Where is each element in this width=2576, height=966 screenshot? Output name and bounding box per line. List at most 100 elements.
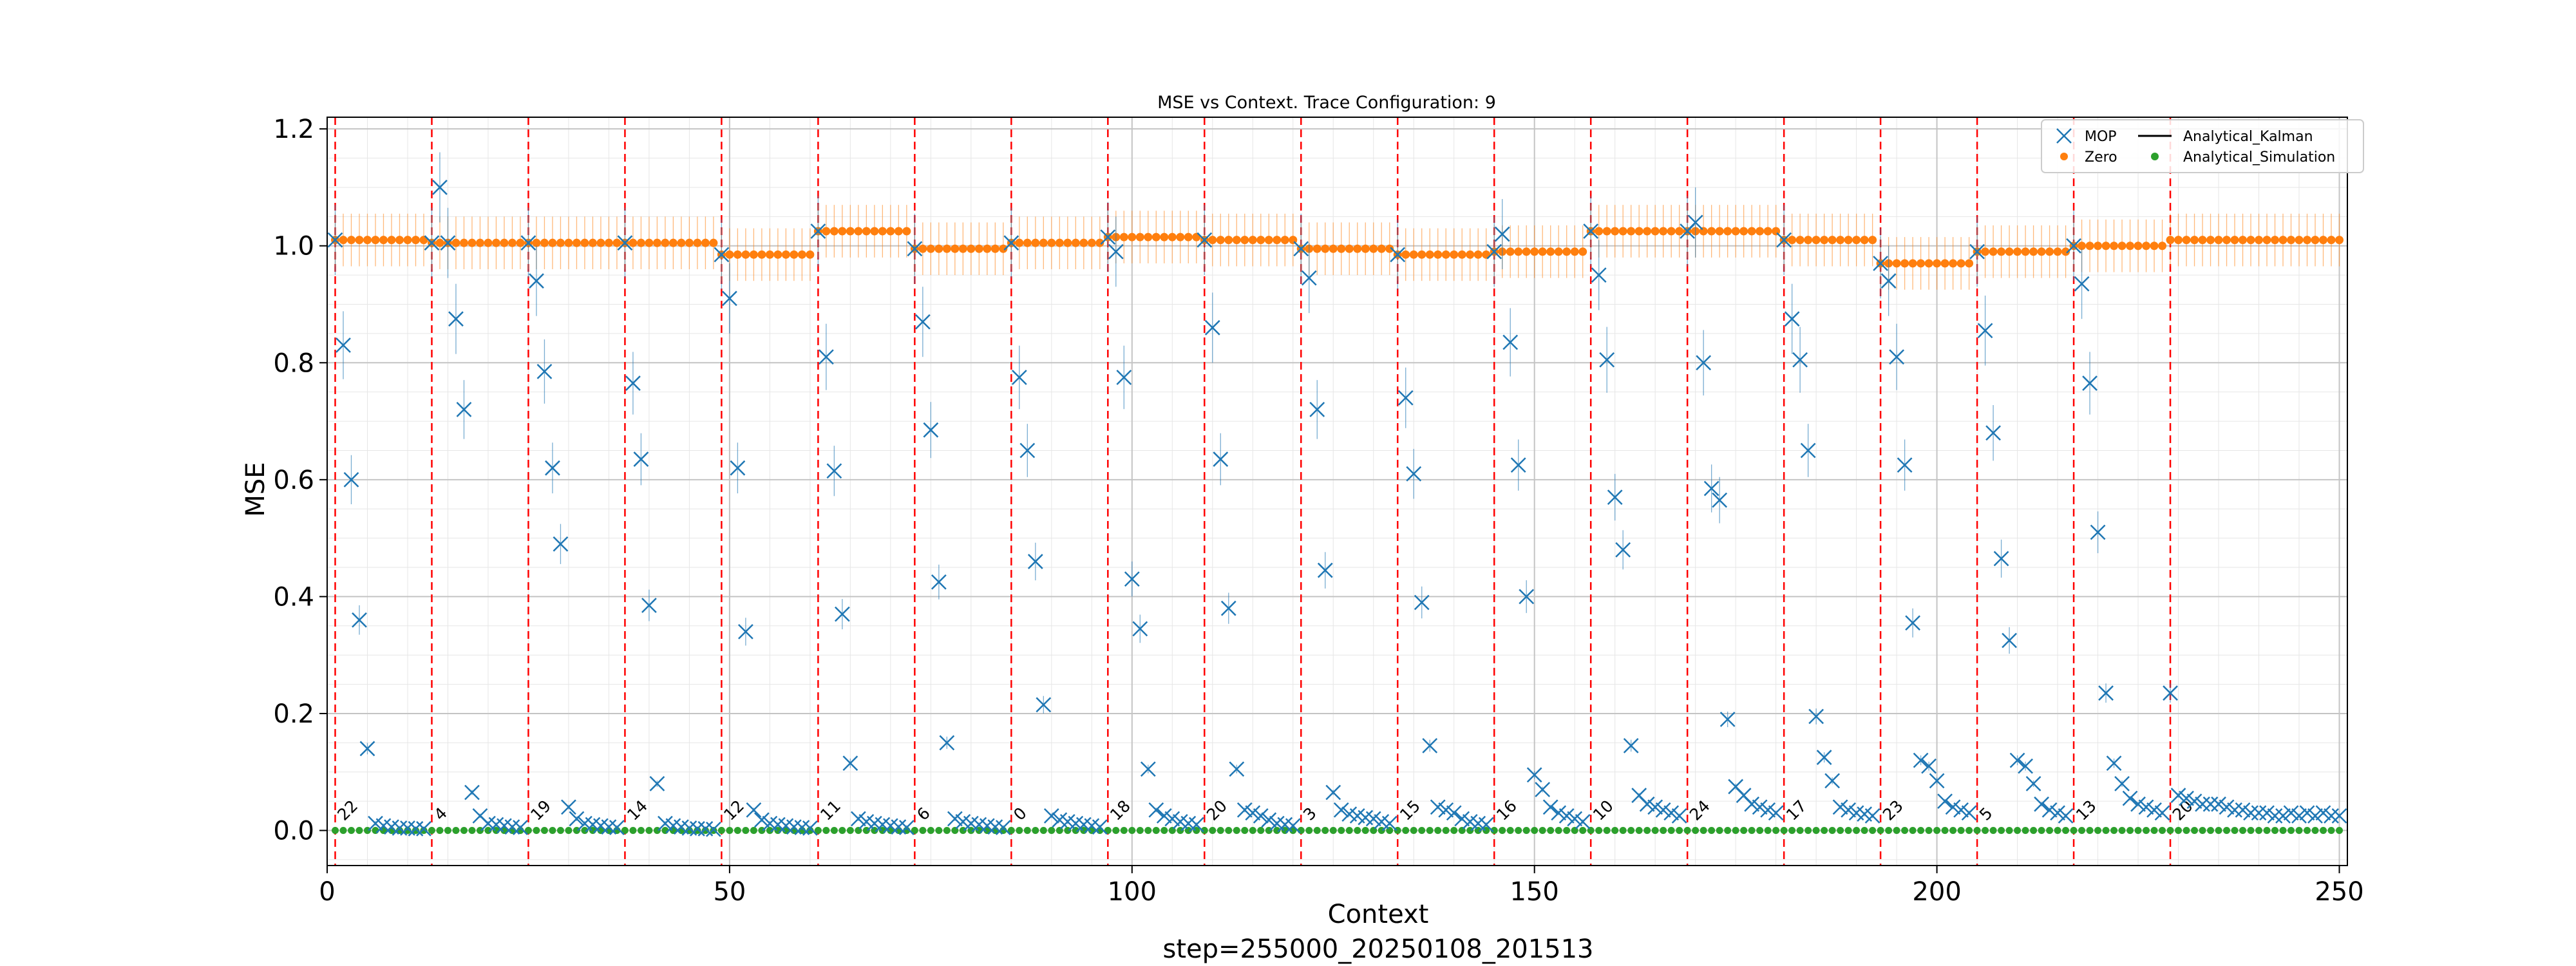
- zero-point: [902, 227, 911, 236]
- zero-point: [2174, 236, 2183, 245]
- zero-point: [1119, 232, 1128, 242]
- zero-point: [1892, 259, 1901, 268]
- simulation-point: [2054, 827, 2061, 835]
- zero-point: [1989, 247, 1998, 256]
- zero-point: [507, 238, 516, 247]
- segment-label: 5: [1976, 804, 1996, 824]
- simulation-point: [2327, 827, 2335, 835]
- simulation-point: [1273, 827, 1281, 835]
- mop-point: [2299, 805, 2315, 821]
- mop-point: [536, 364, 553, 379]
- zero-point: [2158, 242, 2167, 251]
- mop-point: [2138, 799, 2154, 815]
- mop-point: [1808, 708, 1824, 724]
- mop-point: [2227, 802, 2242, 818]
- simulation-point: [1442, 827, 1450, 835]
- legend-zero-label: Zero: [2085, 149, 2117, 166]
- zero-point: [1337, 244, 1346, 253]
- mop-point: [545, 460, 560, 476]
- mop-point: [1567, 811, 1583, 827]
- zero-point: [1248, 236, 1257, 245]
- simulation-point: [1515, 827, 1522, 835]
- mop-point: [2243, 805, 2259, 821]
- zero-point: [2214, 236, 2223, 245]
- mop-point: [456, 402, 472, 417]
- mop-point: [1486, 243, 1502, 260]
- zero-point: [1039, 238, 1048, 247]
- mop-point: [931, 574, 947, 590]
- simulation-point: [1828, 827, 1836, 835]
- simulation-point: [919, 827, 927, 835]
- zero-point: [2198, 236, 2207, 245]
- simulation-point: [1547, 827, 1555, 835]
- zero-point: [1763, 227, 1772, 236]
- simulation-point: [2336, 827, 2344, 835]
- mop-point: [625, 375, 641, 391]
- zero-point: [1450, 250, 1459, 259]
- simulation-point: [1893, 827, 1900, 835]
- zero-point: [918, 244, 927, 253]
- mop-point: [1220, 600, 1236, 616]
- simulation-point: [1354, 827, 1361, 835]
- major-grid: [327, 117, 2347, 866]
- x-tick-label: 0: [319, 877, 335, 907]
- segment-label: 15: [1396, 797, 1424, 824]
- simulation-point: [814, 827, 822, 835]
- mop-point: [440, 235, 456, 251]
- simulation-point: [1716, 827, 1723, 835]
- simulation-point: [935, 827, 943, 835]
- zero-point: [1844, 236, 1853, 245]
- zero-point: [1055, 238, 1064, 247]
- segment-label: 24: [1686, 797, 1714, 824]
- simulation-point: [1007, 827, 1015, 835]
- zero-point: [387, 236, 396, 245]
- mop-point: [2034, 796, 2049, 812]
- zero-point: [934, 244, 943, 253]
- simulation-point: [830, 827, 838, 835]
- zero-point: [346, 236, 355, 245]
- zero-point: [1707, 227, 1716, 236]
- mop-point: [995, 820, 1011, 835]
- mop-point: [1188, 817, 1204, 833]
- zero-point: [1723, 227, 1732, 236]
- zero-point: [2094, 242, 2103, 251]
- y-tick-label: 0.4: [273, 582, 314, 612]
- mop-point: [464, 784, 480, 800]
- mop-point: [1913, 752, 1929, 768]
- simulation-point: [1434, 827, 1442, 835]
- simulation-point: [1361, 827, 1369, 835]
- x-tick-label: 100: [1108, 877, 1157, 907]
- zero-point: [459, 238, 468, 247]
- zero-point: [1788, 236, 1797, 245]
- mop-point: [1792, 352, 1808, 368]
- simulation-point: [1611, 827, 1619, 835]
- simulation-point: [2150, 827, 2158, 835]
- zero-point: [2311, 236, 2320, 245]
- simulation-point: [2094, 827, 2102, 835]
- mop-point: [359, 741, 375, 757]
- mop-point: [850, 811, 866, 827]
- mop-point: [617, 235, 633, 251]
- zero-point: [942, 244, 951, 253]
- simulation-point: [1732, 827, 1739, 835]
- mop-point: [1519, 589, 1535, 605]
- zero-point: [1312, 244, 1321, 253]
- zero-point: [1997, 247, 2006, 256]
- zero-point: [2142, 242, 2151, 251]
- mop-point: [1945, 799, 1961, 815]
- mop-point: [1036, 697, 1052, 713]
- zero-point: [363, 236, 372, 245]
- zero-point: [1264, 236, 1273, 245]
- simulation-point: [1241, 827, 1249, 835]
- mop-point: [1140, 761, 1156, 777]
- simulation-point: [1426, 827, 1434, 835]
- mop-point: [1542, 799, 1558, 815]
- zero-point: [2295, 236, 2304, 245]
- mop-point: [2291, 808, 2307, 824]
- segment-label: 19: [527, 797, 554, 824]
- legend: MOP Zero Analytical_Kalman Analytical_Si…: [2041, 119, 2364, 173]
- simulation-point: [1450, 827, 1458, 835]
- mop-point: [1703, 480, 1719, 497]
- simulation-point: [1257, 827, 1265, 835]
- mop-point: [2267, 808, 2283, 824]
